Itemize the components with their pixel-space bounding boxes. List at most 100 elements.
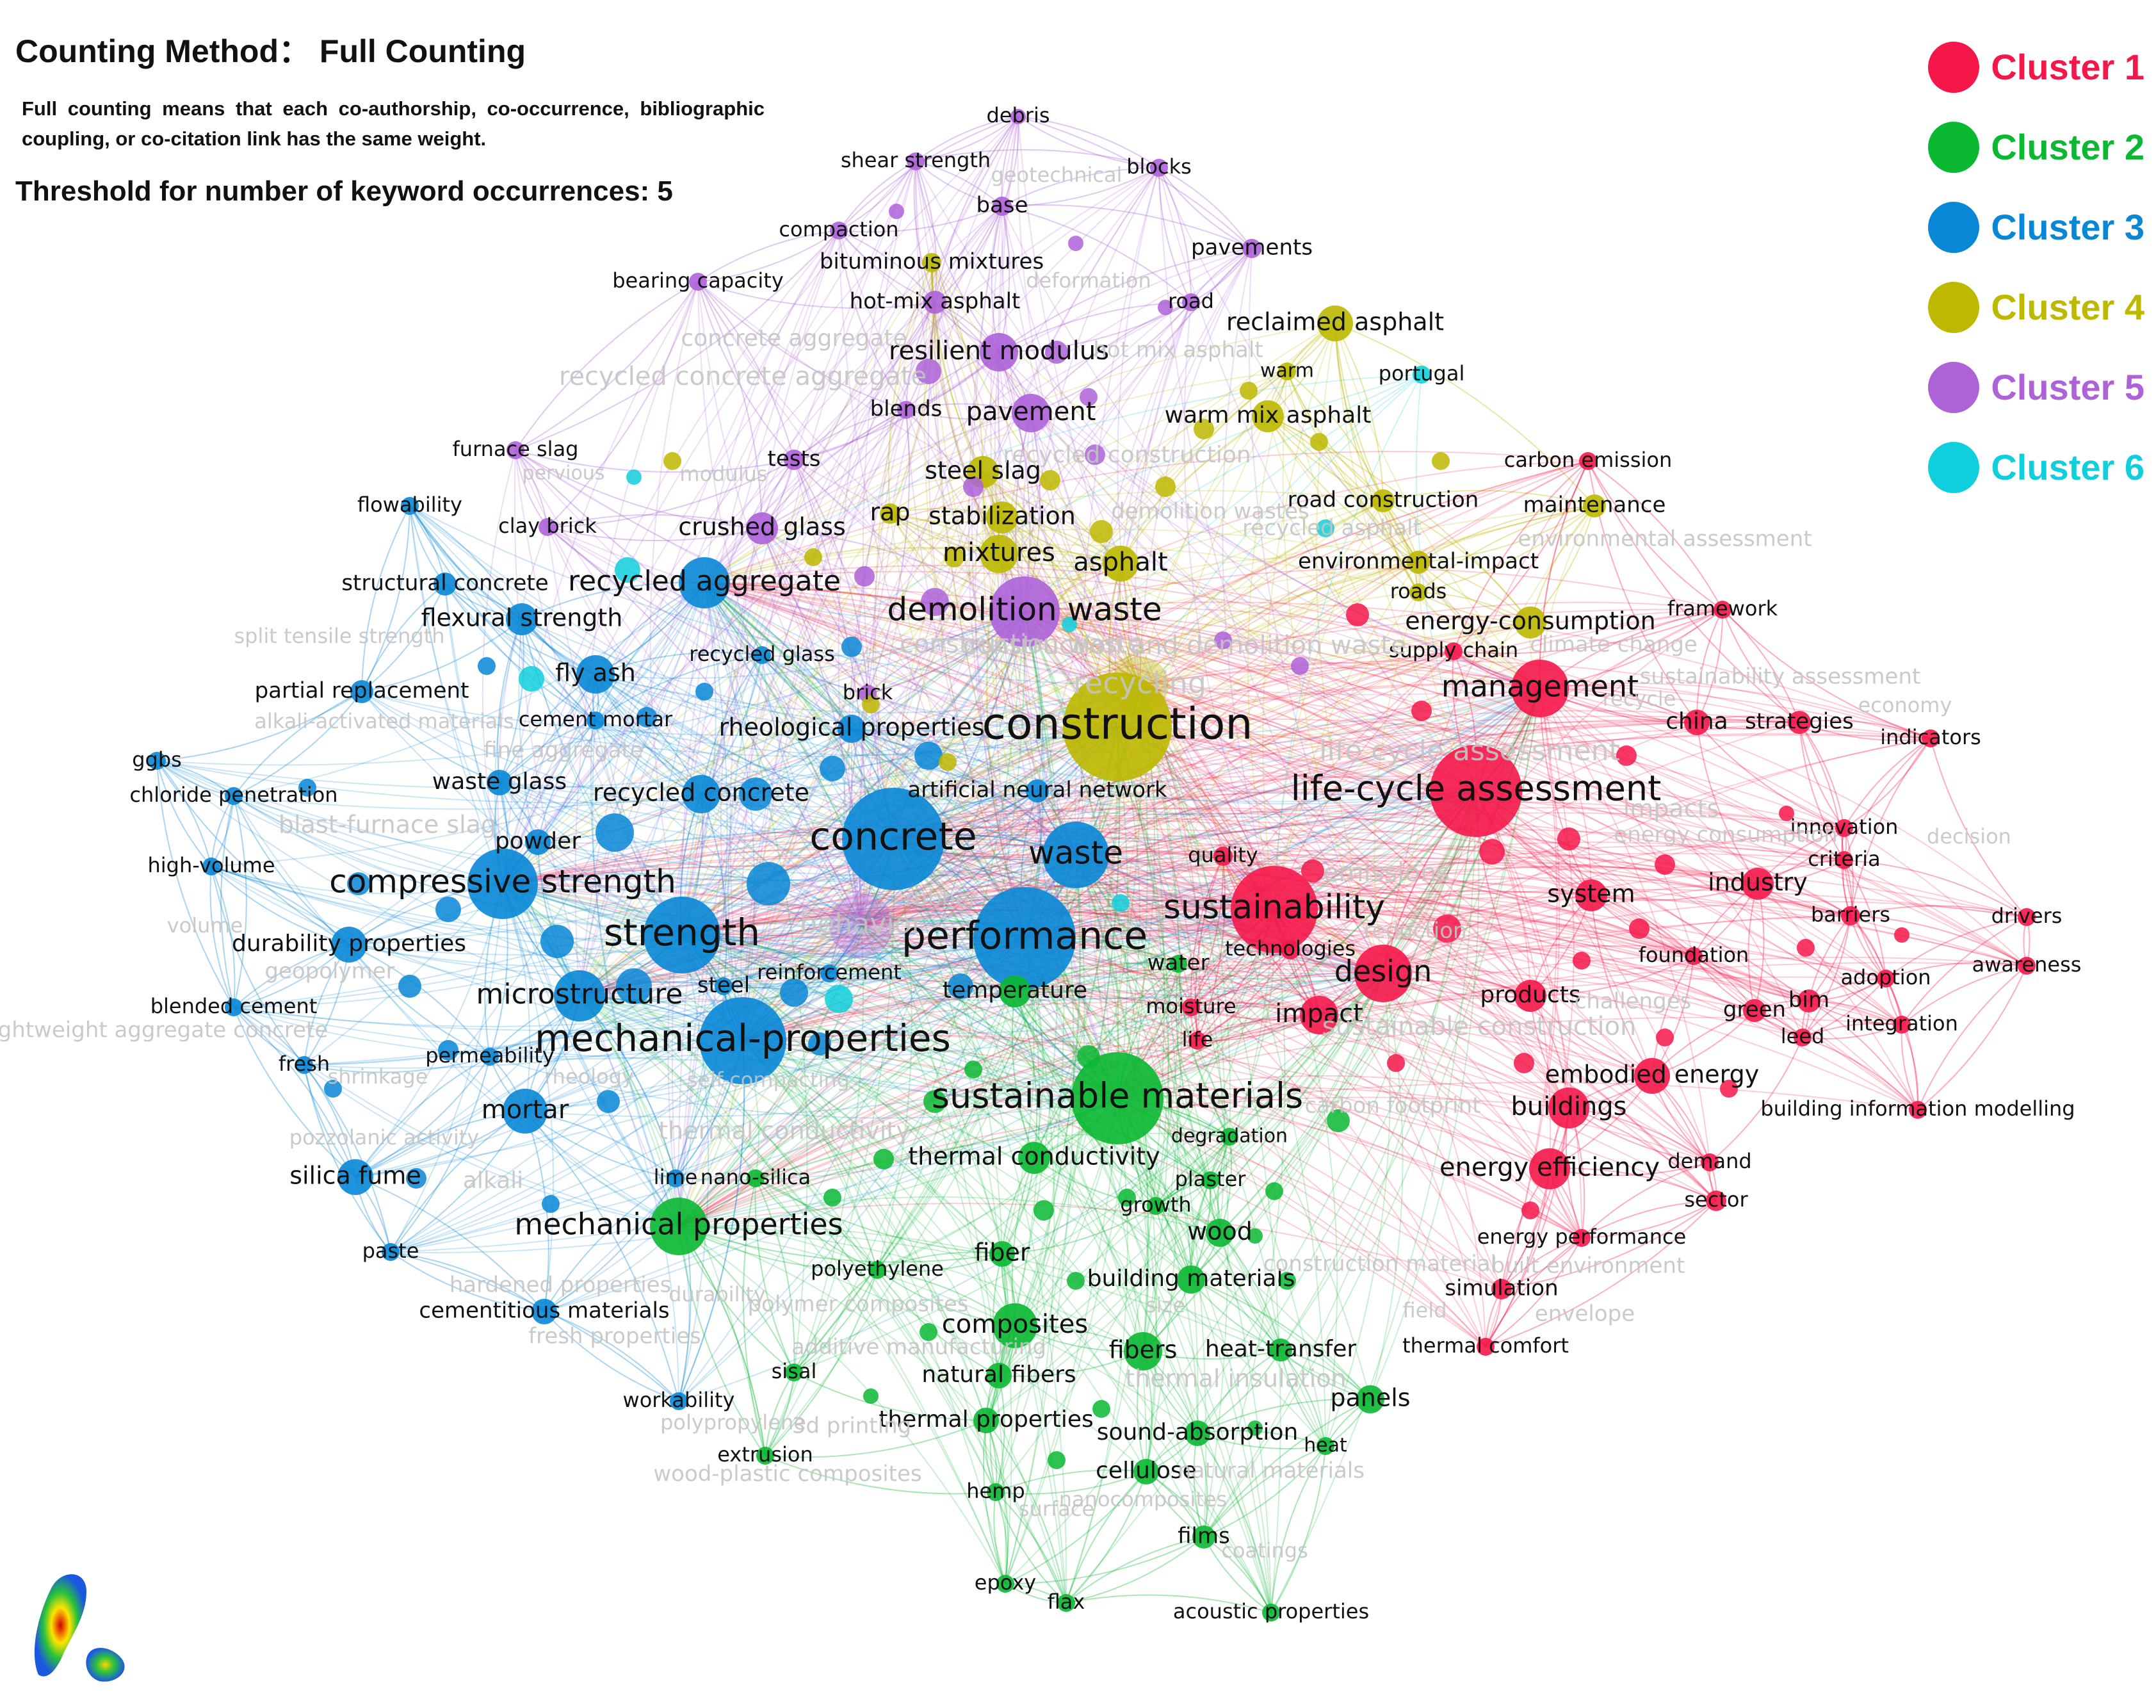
- keyword-node: [670, 1392, 688, 1410]
- keyword-node: [587, 712, 604, 729]
- network-link: [1190, 856, 1224, 1008]
- network-link: [211, 866, 1118, 1099]
- network-link: [704, 582, 1025, 939]
- network-link: [592, 720, 679, 1227]
- keyword-label: framework: [1667, 596, 1778, 621]
- keyword-label: foundation: [1639, 943, 1749, 967]
- network-link: [1722, 609, 1800, 723]
- network-link: [877, 1251, 1003, 1271]
- network-link: [1197, 1349, 1281, 1434]
- network-link: [1539, 460, 1589, 689]
- network-link: [998, 553, 1140, 686]
- network-link: [861, 609, 1723, 926]
- keyword-node: [1433, 915, 1461, 943]
- network-link: [361, 691, 500, 783]
- network-link: [444, 583, 596, 675]
- keyword-label: alkali: [463, 1167, 523, 1194]
- keyword-label: economy: [1858, 693, 1952, 717]
- network-link: [1117, 1098, 1582, 1239]
- network-link: [704, 582, 1886, 979]
- keyword-label: construction: [982, 699, 1253, 750]
- keyword-label: mixtures: [943, 538, 1055, 567]
- keyword-node: [1262, 1604, 1280, 1622]
- network-link: [1075, 562, 1419, 856]
- network-link: [829, 854, 1076, 974]
- network-link: [579, 734, 1931, 996]
- network-link: [1030, 412, 1477, 792]
- network-link: [742, 975, 1803, 1041]
- keyword-label: lightweight aggregate concrete: [0, 1018, 328, 1043]
- network-link: [1841, 827, 1851, 916]
- network-link: [761, 528, 1076, 856]
- network-link: [502, 500, 1384, 884]
- network-link: [1024, 611, 1710, 1163]
- network-link: [355, 1056, 490, 1178]
- network-link: [1017, 116, 1160, 168]
- keyword-label: recycled construction: [1003, 442, 1251, 468]
- keyword-node: [1327, 1109, 1350, 1132]
- network-link: [1117, 1075, 1569, 1109]
- keyword-label: carbon footprint: [1304, 1093, 1480, 1119]
- network-link: [851, 688, 1541, 753]
- network-link: [793, 1372, 987, 1421]
- keyword-label: flowability: [357, 492, 462, 517]
- network-link: [1382, 973, 1582, 1239]
- keyword-label: silica fume: [289, 1162, 421, 1190]
- network-link: [579, 907, 1694, 996]
- keyword-node: [1514, 1053, 1534, 1073]
- network-link: [1274, 845, 1845, 910]
- keyword-label: alkali-activated materials: [254, 709, 514, 733]
- network-link: [1844, 859, 2027, 918]
- network-link: [494, 619, 523, 884]
- network-link: [681, 790, 1477, 939]
- network-link: [579, 973, 1384, 1034]
- network-link: [1158, 167, 1252, 249]
- network-link: [1885, 916, 2027, 979]
- network-link: [742, 1040, 1067, 1604]
- network-link: [547, 514, 763, 529]
- network-link: [704, 546, 1121, 583]
- network-link: [348, 582, 705, 945]
- keyword-label: construction waste: [900, 630, 1143, 659]
- keyword-label: brick: [843, 680, 893, 704]
- keyword-label: maintenance: [1523, 492, 1666, 518]
- network-link: [355, 688, 1541, 1178]
- network-link: [502, 852, 1810, 1002]
- network-link: [1024, 611, 1886, 979]
- network-link: [931, 262, 984, 473]
- network-link: [742, 500, 1384, 1041]
- network-link: [1075, 854, 1550, 1169]
- network-link: [861, 925, 1144, 1352]
- network-link: [934, 302, 1477, 792]
- network-link: [1382, 500, 1419, 593]
- network-link: [678, 1226, 1144, 1352]
- network-link: [1334, 323, 1595, 507]
- network-link: [409, 505, 523, 620]
- network-link: [1001, 517, 1140, 686]
- network-link: [1158, 167, 1192, 303]
- keyword-label: mechanical properties: [514, 1207, 843, 1242]
- legend-dot: [1928, 281, 1980, 333]
- network-link: [678, 1226, 987, 1421]
- network-link: [579, 721, 1800, 996]
- network-link: [515, 450, 795, 473]
- network-link: [931, 262, 1076, 856]
- network-link: [233, 973, 1384, 1061]
- network-link: [1024, 609, 1723, 939]
- network-link: [1117, 956, 2027, 1099]
- network-link: [1382, 944, 1694, 974]
- network-link: [761, 528, 1275, 910]
- network-link: [1024, 460, 1589, 612]
- network-link: [502, 883, 679, 1227]
- network-link: [704, 582, 808, 1373]
- keyword-node: [324, 1080, 342, 1098]
- network-link: [156, 760, 743, 1041]
- network-link: [1024, 938, 1582, 1239]
- network-link: [1190, 790, 1477, 1280]
- network-link: [723, 973, 830, 989]
- network-link: [675, 582, 728, 1179]
- keyword-node: [682, 775, 720, 813]
- network-link: [579, 812, 1845, 996]
- keyword-label: epoxy: [975, 1570, 1036, 1595]
- network-link: [893, 838, 1384, 974]
